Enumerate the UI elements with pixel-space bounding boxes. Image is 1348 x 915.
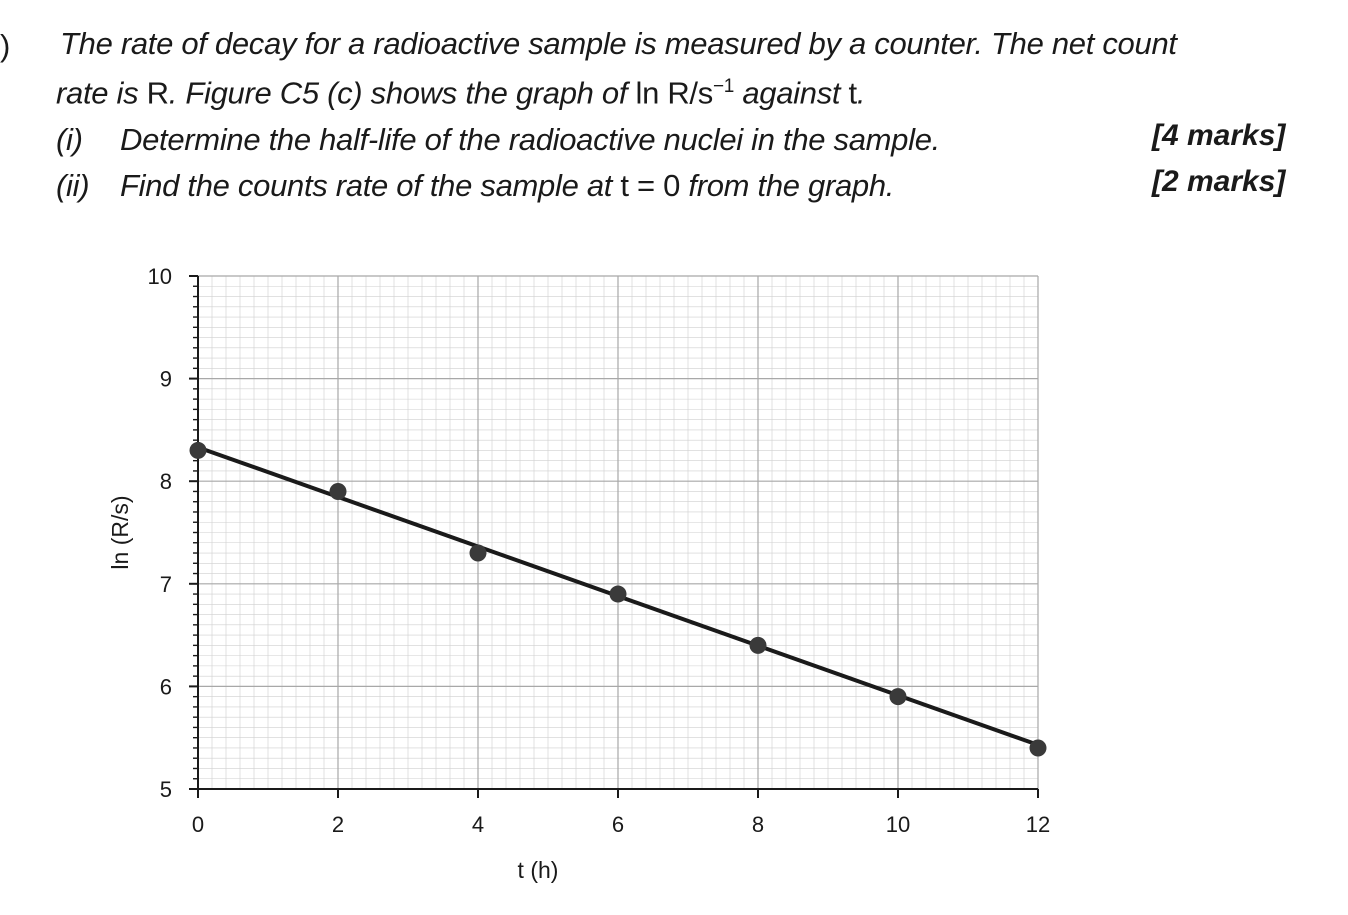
- line-2-exponent: −1: [712, 76, 735, 97]
- line-2-symbol-r: R: [146, 75, 169, 111]
- y-tick-label: 10: [148, 264, 172, 289]
- data-point: [889, 688, 907, 706]
- data-point: [609, 585, 627, 603]
- y-tick-label: 8: [160, 469, 172, 494]
- part-ii-text: Find the counts rate of the sample at t …: [120, 170, 894, 201]
- part-ii-text-c: from the graph.: [680, 168, 895, 203]
- part-ii-marks: [2 marks]: [1152, 165, 1286, 198]
- line-2-part-c: . Figure C5 (c) shows the graph of: [168, 75, 636, 111]
- line-2-part-a: rate is: [56, 75, 147, 111]
- part-ii-label: (ii): [56, 168, 90, 203]
- line-2-part-f: against: [734, 75, 849, 111]
- x-tick-label: 12: [1026, 812, 1050, 837]
- x-tick-label: 10: [886, 812, 910, 837]
- line-2-symbol-t: t: [848, 75, 858, 111]
- tick-labels: 0 2 4 6 8 10 12 5 6 7 8 9 10: [148, 264, 1051, 837]
- part-i: (i) Determine the half-life of the radio…: [56, 122, 940, 157]
- part-i-label: (i): [56, 122, 83, 157]
- part-ii-t-equals-zero: t = 0: [620, 168, 681, 203]
- question-line-1-text: The rate of decay for a radioactive samp…: [60, 26, 1177, 61]
- part-i-marks: [4 marks]: [1152, 119, 1286, 152]
- y-tick-label: 6: [160, 674, 172, 699]
- data-point: [329, 482, 347, 500]
- line-2-ln-expression: ln R/s: [635, 75, 714, 111]
- chart-ticks: [189, 275, 1039, 798]
- data-point: [469, 544, 487, 562]
- x-tick-label: 0: [192, 812, 204, 837]
- part-ii: (ii) Find the counts rate of the sample …: [56, 168, 894, 203]
- question-line-1: The rate of decay for a radioactive samp…: [60, 28, 1177, 59]
- y-tick-label: 7: [160, 572, 172, 597]
- part-ii-text-a: Find the counts rate of the sample at: [120, 168, 621, 203]
- x-tick-label: 4: [472, 812, 484, 837]
- part-i-text: Determine the half-life of the radioacti…: [120, 122, 940, 157]
- x-tick-label: 6: [612, 812, 624, 837]
- question-line-2: rate is R. Figure C5 (c) shows the graph…: [56, 77, 865, 108]
- data-points: [189, 441, 1047, 757]
- x-axis-title: t (h): [518, 857, 559, 883]
- x-tick-label: 8: [752, 812, 764, 837]
- y-tick-label: 9: [160, 367, 172, 392]
- y-tick-label: 5: [160, 777, 172, 802]
- y-axis-title: ln (R/s): [107, 495, 133, 569]
- data-point: [189, 441, 207, 459]
- x-tick-label: 2: [332, 812, 344, 837]
- line-2-part-h: .: [856, 75, 866, 111]
- data-point: [749, 636, 767, 654]
- data-point: [1029, 739, 1047, 757]
- question-number-paren: ): [0, 28, 11, 63]
